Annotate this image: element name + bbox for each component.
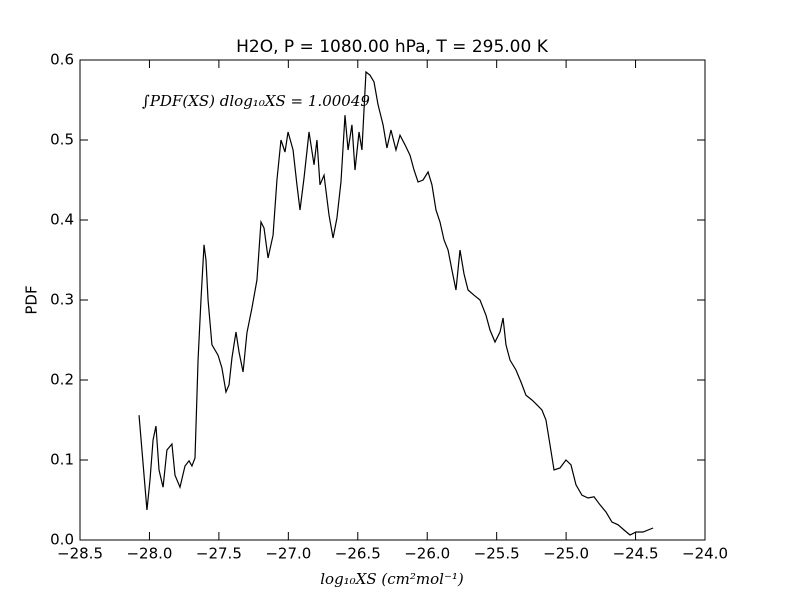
x-tick-label: −24.0 [682,545,728,563]
x-tick-label: −25.5 [474,545,520,563]
x-tick-label: −26.0 [404,545,450,563]
x-tick-label: −26.5 [335,545,381,563]
x-tick-label: −28.5 [57,545,103,563]
y-tick-label: 0.2 [50,371,74,389]
y-tick-label: 0.6 [50,51,74,69]
y-tick-label: 0.1 [50,451,74,469]
data-line [138,70,654,536]
y-tick-label: 0.0 [50,531,74,549]
y-tick-label: 0.4 [50,211,74,229]
plot-frame [79,59,706,541]
x-tick-label: −27.5 [196,545,242,563]
y-axis-label: PDF [23,285,41,314]
x-axis-label: log₁₀XS (cm²mol⁻¹) [320,570,464,588]
x-tick-label: −27.0 [265,545,311,563]
x-tick-label: −28.0 [126,545,172,563]
x-tick-label: −25.0 [543,545,589,563]
x-tick-label: −24.5 [613,545,659,563]
annotation: ∫PDF(XS) dlog₁₀XS = 1.00049 [142,92,370,110]
chart-title: H2O, P = 1080.00 hPa, T = 295.00 K [236,37,549,57]
y-tick-label: 0.3 [50,291,74,309]
y-tick-label: 0.5 [50,131,74,149]
